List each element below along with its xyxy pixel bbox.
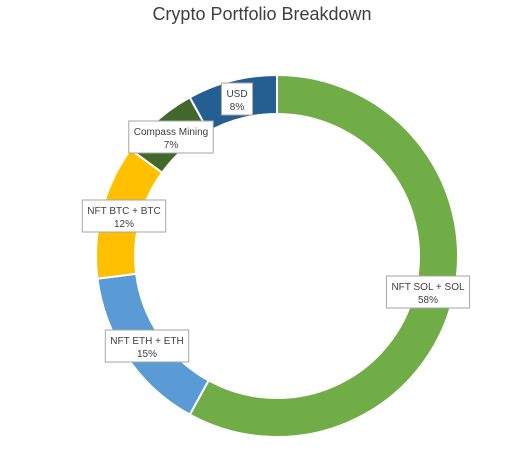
data-label-nft-btc-btc: NFT BTC + BTC 12% <box>81 199 167 233</box>
chart-title: Crypto Portfolio Breakdown <box>152 4 372 24</box>
data-label-category: NFT BTC + BTC <box>87 206 160 217</box>
data-label-box <box>104 329 190 363</box>
data-label-nft-sol-sol: NFT SOL + SOL 58% <box>385 275 471 309</box>
data-label-box <box>220 82 254 116</box>
data-label-category: NFT SOL + SOL <box>391 282 465 293</box>
data-label-value: 15% <box>137 349 157 360</box>
data-label-value: 58% <box>418 295 438 306</box>
data-label-value: 12% <box>114 219 134 230</box>
data-label-category: USD <box>226 89 247 100</box>
data-label-box <box>128 120 214 154</box>
data-label-category: Compass Mining <box>134 127 208 138</box>
data-label-box <box>385 275 471 309</box>
data-label-compass-mining: Compass Mining 7% <box>128 120 214 154</box>
data-label-usd: USD 8% <box>220 82 254 116</box>
data-label-value: 7% <box>164 140 179 151</box>
data-label-value: 8% <box>230 102 245 113</box>
data-label-nft-eth-eth: NFT ETH + ETH 15% <box>104 329 190 363</box>
data-label-box <box>81 199 167 233</box>
slice-nft-sol-sol <box>188 73 459 438</box>
data-label-category: NFT ETH + ETH <box>110 336 183 347</box>
